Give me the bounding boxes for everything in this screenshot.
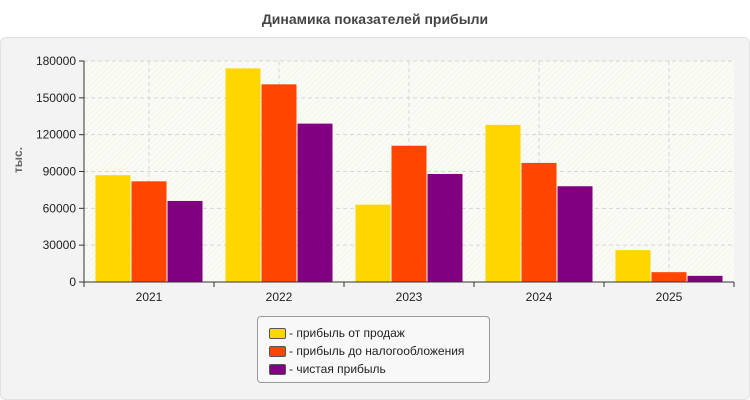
x-tick-label: 2021: [136, 290, 163, 304]
y-tick-label: 30000: [43, 238, 77, 252]
y-tick-label: 150000: [36, 91, 76, 105]
bar: [427, 173, 463, 282]
y-tick-label: 60000: [43, 201, 77, 215]
y-tick-label: 120000: [36, 128, 76, 142]
bar: [391, 145, 427, 282]
x-tick-label: 2022: [266, 290, 293, 304]
bar: [225, 68, 261, 282]
bar: [261, 84, 297, 282]
bar: [167, 200, 203, 282]
legend-item-pretax: - прибыль до налогообложения: [269, 342, 489, 360]
legend: - прибыль от продаж - прибыль до налогоо…: [257, 316, 490, 383]
bar: [95, 175, 131, 282]
legend-label: - прибыль от продаж: [289, 326, 405, 340]
y-tick-label: 180000: [36, 54, 76, 68]
x-tick-label: 2024: [526, 290, 553, 304]
bar: [297, 123, 333, 282]
bar: [521, 162, 557, 282]
y-tick-label: 0: [69, 275, 76, 289]
chart-title: Динамика показателей прибыли: [261, 11, 489, 27]
bar: [615, 250, 651, 282]
bar: [131, 181, 167, 282]
legend-item-sales: - прибыль от продаж: [269, 324, 489, 342]
bar: [557, 186, 593, 282]
bar: [355, 204, 391, 282]
legend-swatch: [269, 363, 286, 375]
legend-swatch: [269, 327, 286, 339]
legend-item-net: - чистая прибыль: [269, 360, 489, 378]
bar: [485, 124, 521, 282]
x-tick-label: 2025: [656, 290, 683, 304]
y-axis-label: тыс.: [11, 147, 25, 173]
y-tick-label: 90000: [43, 165, 77, 179]
legend-label: - чистая прибыль: [289, 362, 386, 376]
bar: [687, 275, 723, 282]
x-tick-label: 2023: [396, 290, 423, 304]
bar: [651, 272, 687, 282]
legend-label: - прибыль до налогообложения: [289, 344, 465, 358]
legend-swatch: [269, 345, 286, 357]
